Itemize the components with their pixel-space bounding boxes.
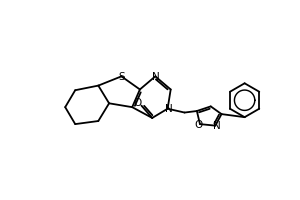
- Text: N: N: [165, 104, 173, 114]
- Text: S: S: [118, 72, 125, 82]
- Text: N: N: [213, 121, 221, 131]
- Text: N: N: [152, 72, 160, 82]
- Text: O: O: [134, 98, 142, 108]
- Text: O: O: [194, 120, 202, 130]
